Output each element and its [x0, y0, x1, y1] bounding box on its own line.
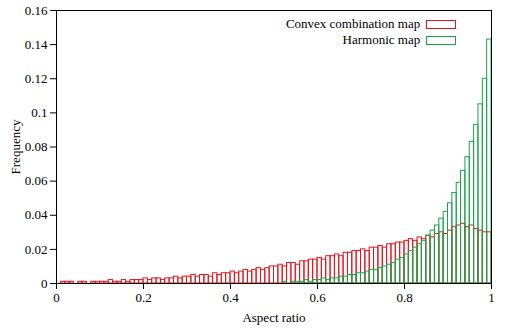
- svg-text:Frequency: Frequency: [8, 119, 23, 174]
- html-text:Harmonic map: Harmonic map: [342, 32, 421, 47]
- svg-text:0.12: 0.12: [25, 71, 48, 86]
- svg-text:0.08: 0.08: [25, 139, 48, 154]
- svg-text:0.04: 0.04: [25, 207, 48, 222]
- html-text:Convex combination map: Convex combination map: [285, 16, 421, 31]
- svg-text:0.1: 0.1: [31, 105, 47, 120]
- svg-text:0.16: 0.16: [25, 3, 48, 18]
- svg-text:0.06: 0.06: [25, 173, 48, 188]
- svg-text:Aspect ratio: Aspect ratio: [242, 310, 305, 325]
- svg-text:0.6: 0.6: [309, 290, 326, 305]
- svg-text:1: 1: [488, 290, 495, 305]
- svg-text:0: 0: [53, 290, 60, 305]
- svg-text:0.02: 0.02: [25, 242, 48, 257]
- svg-text:0.2: 0.2: [135, 290, 151, 305]
- svg-text:0: 0: [41, 276, 48, 291]
- svg-text:0.8: 0.8: [396, 290, 412, 305]
- svg-text:0.4: 0.4: [222, 290, 239, 305]
- svg-text:0.14: 0.14: [25, 37, 48, 52]
